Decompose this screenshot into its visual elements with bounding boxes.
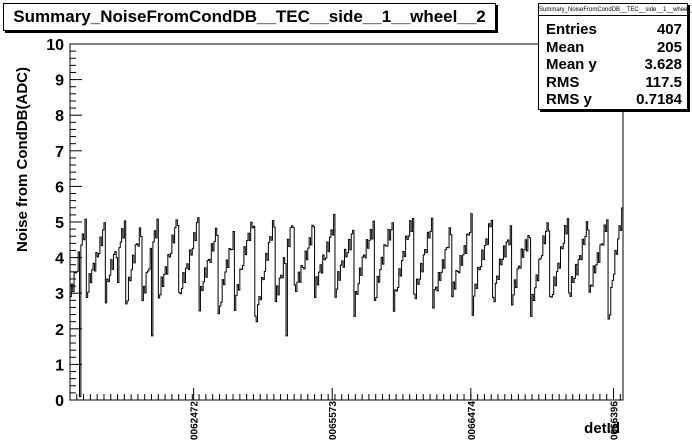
y-tick-label: 1 <box>55 357 64 374</box>
stats-entries-label: Entries <box>546 21 597 38</box>
y-tick-label: 5 <box>55 215 64 232</box>
stats-box: Summary_NoiseFromCondDB__TEC__side__1__w… <box>538 3 692 110</box>
x-tick-label: 0066474 <box>467 401 478 440</box>
y-tick-label: 4 <box>55 251 64 268</box>
x-axis: 0062472 0065573 0066474 0066396 <box>69 388 621 440</box>
y-tick-label: 8 <box>55 108 64 125</box>
plot-frame <box>69 43 624 401</box>
y-tick-label: 3 <box>55 286 64 303</box>
y-tick-label: 0 <box>55 393 64 410</box>
stats-row-entries: Entries 407 <box>539 21 687 39</box>
stats-row-mean-y: Mean y 3.628 <box>539 56 687 74</box>
stats-mean-y-label: Mean y <box>546 56 597 73</box>
y-tick-label: 10 <box>46 37 64 54</box>
series-line <box>70 207 623 397</box>
stats-row-mean: Mean 205 <box>539 39 687 57</box>
y-tick-label: 2 <box>55 322 64 339</box>
stats-row-rms-y: RMS y 0.7184 <box>539 91 687 109</box>
stats-rms-label: RMS <box>546 74 580 91</box>
stats-box-title: Summary_NoiseFromCondDB__TEC__side__1__w… <box>539 5 692 16</box>
y-tick-label: 7 <box>55 144 64 161</box>
y-tick-label: 6 <box>55 179 64 196</box>
histogram-title: Summary_NoiseFromCondDB__TEC__side__1__w… <box>13 7 486 26</box>
histogram-title-box: Summary_NoiseFromCondDB__TEC__side__1__w… <box>3 3 496 31</box>
stats-mean-label: Mean <box>546 39 585 56</box>
y-tick-label: 9 <box>55 73 64 90</box>
stats-entries-value: 407 <box>656 21 682 38</box>
stats-row-rms: RMS 117.5 <box>539 74 687 92</box>
stats-rms-y-value: 0.7184 <box>636 91 682 108</box>
x-axis-label: detId <box>584 420 620 437</box>
stats-mean-value: 205 <box>656 39 682 56</box>
x-tick-label: 0066396 <box>609 401 620 440</box>
x-tick-label: 0065573 <box>328 401 339 440</box>
stats-rms-y-label: RMS y <box>546 91 592 108</box>
y-axis-label: Noise from CondDB(ADC) <box>14 67 31 252</box>
noise-series <box>70 207 623 397</box>
y-axis: 0 1 2 3 4 5 6 7 8 9 10 <box>46 37 82 410</box>
x-tick-label: 0062472 <box>190 401 201 440</box>
stats-mean-y-value: 3.628 <box>644 56 682 73</box>
stats-rms-value: 117.5 <box>645 74 682 91</box>
